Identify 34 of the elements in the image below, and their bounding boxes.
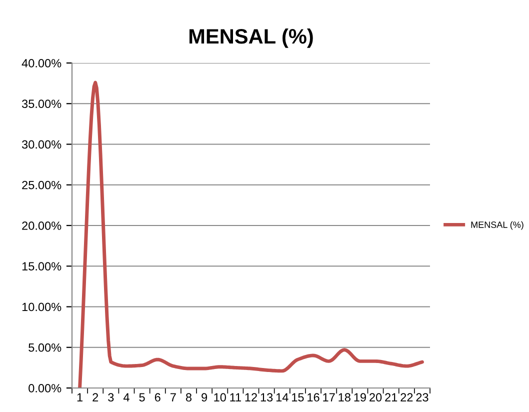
x-tick-label: 15 bbox=[292, 393, 304, 402]
x-tick-label: 13 bbox=[260, 393, 273, 402]
x-tick-label: 23 bbox=[416, 393, 428, 402]
y-tick-label: 25.00% bbox=[22, 180, 62, 190]
x-tick-label: 19 bbox=[354, 393, 366, 402]
y-tick-label: 40.00% bbox=[22, 59, 62, 68]
y-tick-label: 5.00% bbox=[28, 343, 62, 352]
x-tick-label: 1 bbox=[77, 393, 82, 402]
x-tick-label: 12 bbox=[245, 393, 257, 402]
x-tick-label: 8 bbox=[186, 393, 192, 402]
y-tick-label: 35.00% bbox=[22, 100, 62, 108]
x-tick-label: 5 bbox=[139, 393, 145, 402]
x-tick-label: 2 bbox=[92, 393, 98, 402]
x-tick-label: 11 bbox=[230, 393, 241, 402]
x-tick-label: 9 bbox=[202, 393, 208, 402]
x-tick-label: 18 bbox=[338, 393, 350, 402]
x-tick-label: 21 bbox=[385, 393, 398, 402]
legend-label: MENSAL (%) bbox=[471, 221, 524, 230]
x-tick-label: 20 bbox=[370, 393, 382, 402]
x-tick-label: 22 bbox=[400, 393, 413, 402]
x-tick-label: 14 bbox=[276, 393, 288, 402]
y-tick-label: 30.00% bbox=[22, 140, 62, 149]
x-tick-label: 16 bbox=[308, 393, 320, 402]
x-tick-label: 6 bbox=[154, 393, 160, 402]
x-tick-label: 10 bbox=[214, 393, 226, 402]
y-tick-label: 10.00% bbox=[22, 302, 62, 312]
x-tick-label: 17 bbox=[323, 393, 335, 402]
y-tick-label: 0.00% bbox=[28, 384, 62, 392]
x-tick-label: 7 bbox=[170, 393, 176, 402]
y-tick-label: 15.00% bbox=[22, 262, 62, 271]
y-tick-label: 20.00% bbox=[22, 222, 62, 230]
x-tick-label: 4 bbox=[123, 393, 130, 402]
chart-title: MENSAL (%) bbox=[190, 28, 313, 48]
x-tick-label: 3 bbox=[108, 393, 114, 402]
